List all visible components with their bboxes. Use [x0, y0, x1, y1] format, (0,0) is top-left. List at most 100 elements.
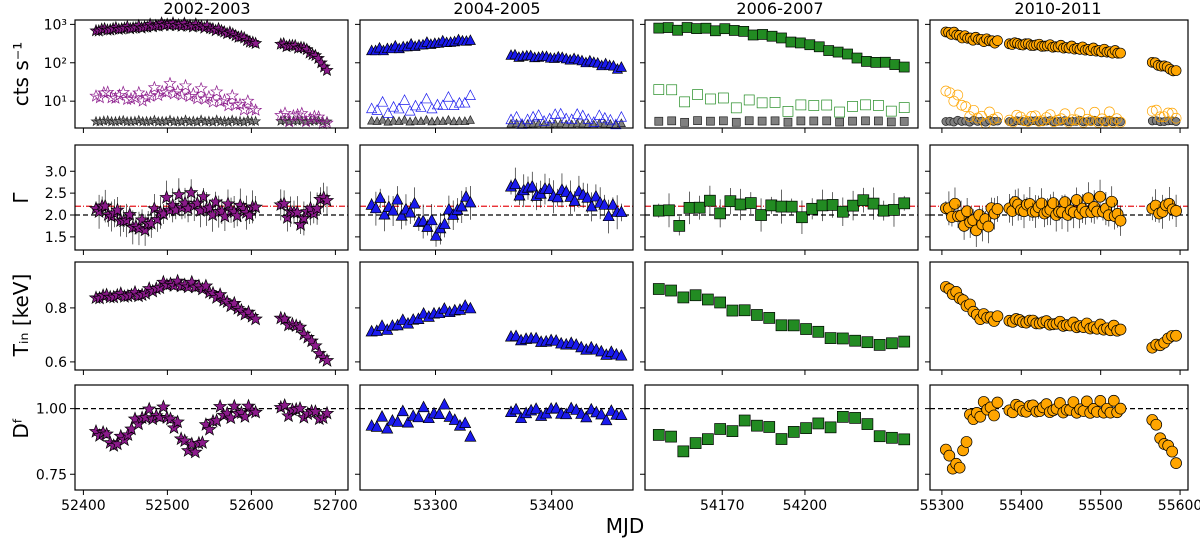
column-title-2006-2007: 2006-2007	[736, 0, 823, 18]
data-point-gamma	[395, 209, 408, 221]
data-point-rate-soft	[221, 98, 236, 112]
data-point-rate-soft	[307, 109, 322, 123]
panel-frame-rate-1	[359, 19, 634, 129]
data-point-rate-total	[992, 35, 1003, 46]
data-point-df	[464, 430, 477, 442]
data-point-df	[837, 411, 849, 423]
data-point-gamma	[159, 189, 174, 204]
data-point-rate-hard	[432, 115, 443, 125]
data-point-rate-soft	[420, 92, 433, 104]
data-point-gamma	[369, 201, 382, 214]
data-point-tin	[738, 304, 751, 317]
data-point-df	[375, 410, 389, 422]
data-point-gamma	[387, 203, 400, 216]
data-point-rate-hard	[667, 116, 677, 126]
data-point-rate-soft	[566, 113, 578, 124]
data-point-rate-total	[320, 63, 334, 76]
data-point-df	[319, 405, 335, 420]
data-point-df	[163, 411, 178, 426]
data-point-rate-soft	[241, 94, 255, 107]
data-point-tin	[800, 323, 812, 335]
data-point-rate-hard	[1171, 117, 1181, 126]
data-point-rate-soft	[202, 89, 216, 103]
data-point-rate-hard	[899, 116, 909, 126]
data-point-rate-soft	[453, 96, 465, 108]
data-point-df	[138, 410, 153, 424]
data-point-gamma	[248, 199, 263, 214]
data-point-rate-soft	[366, 102, 378, 114]
data-point-df	[580, 410, 593, 423]
data-point-rate-soft	[320, 116, 334, 129]
data-point-df	[459, 416, 472, 428]
data-point-rate-soft	[1162, 107, 1174, 119]
data-point-gamma	[847, 199, 859, 212]
data-point-rate-soft	[1104, 106, 1115, 118]
data-point-rate-total	[615, 61, 627, 72]
data-point-rate-hard	[399, 114, 410, 124]
x-tick-label-0: 52700	[313, 498, 358, 514]
data-point-rate-hard	[706, 116, 715, 126]
data-point-rate-soft	[431, 98, 444, 110]
data-point-gamma	[122, 207, 137, 221]
data-point-rate-soft	[821, 99, 833, 111]
data-point-df	[195, 435, 210, 449]
panel-frame-df-1	[359, 384, 634, 491]
data-point-rate-total	[870, 56, 882, 68]
data-point-rate-soft	[1037, 115, 1049, 127]
data-point-gamma	[826, 199, 839, 211]
data-point-df	[1150, 418, 1163, 431]
data-point-rate-soft	[143, 89, 158, 102]
data-point-rate-soft	[1007, 116, 1019, 128]
data-point-rate-hard	[796, 116, 806, 126]
y-tick-label-gamma: 1.5	[45, 230, 67, 246]
panel-background-rate-1	[360, 20, 633, 128]
data-point-rate-soft	[459, 96, 471, 108]
data-point-gamma	[425, 213, 438, 226]
data-point-rate-hard	[770, 116, 780, 126]
data-point-gamma	[438, 217, 451, 229]
data-point-rate-total	[813, 41, 825, 53]
data-point-gamma	[509, 177, 522, 190]
data-point-rate-soft	[104, 90, 119, 104]
data-point-rate-total	[879, 56, 891, 68]
data-point-rate-soft	[387, 100, 400, 112]
data-point-rate-soft	[89, 89, 103, 102]
data-point-rate-soft	[1029, 110, 1041, 122]
data-point-rate-soft	[371, 104, 383, 115]
data-point-df	[433, 407, 446, 419]
panel-frame-gamma-0	[74, 144, 349, 251]
column-title-2004-2005: 2004-2005	[453, 0, 540, 18]
data-point-gamma	[97, 198, 113, 213]
data-point-gamma	[652, 204, 665, 217]
data-point-rate-soft	[415, 101, 427, 112]
data-point-rate-hard	[809, 116, 819, 126]
data-point-df	[943, 449, 956, 462]
data-point-df	[763, 421, 776, 433]
data-point-gamma	[110, 202, 125, 217]
data-point-df	[277, 398, 292, 412]
data-point-tin	[873, 339, 886, 351]
panel-frame-rate-0	[74, 19, 349, 129]
data-point-gamma	[615, 205, 628, 217]
data-point-rate-soft	[1158, 111, 1170, 123]
data-point-gamma	[673, 220, 686, 232]
data-point-rate-soft	[1044, 109, 1056, 121]
data-point-tin	[615, 348, 628, 361]
data-point-gamma	[391, 193, 404, 205]
x-tick-label-1: 53400	[529, 498, 574, 514]
data-point-df	[677, 445, 690, 458]
data-point-rate-soft	[952, 89, 964, 101]
data-point-gamma	[991, 203, 1004, 215]
data-point-rate-soft	[571, 108, 583, 119]
data-point-df	[391, 415, 404, 427]
data-point-rate-hard	[719, 116, 728, 126]
data-point-gamma	[147, 201, 162, 215]
data-point-rate-hard	[443, 114, 453, 124]
data-point-rate-soft	[898, 102, 910, 113]
data-point-rate-hard	[783, 117, 793, 127]
data-point-gamma	[421, 220, 434, 232]
panel-frame-df-3	[929, 384, 1189, 491]
panel-frame-tin-3	[929, 261, 1189, 371]
data-point-df	[212, 398, 228, 413]
